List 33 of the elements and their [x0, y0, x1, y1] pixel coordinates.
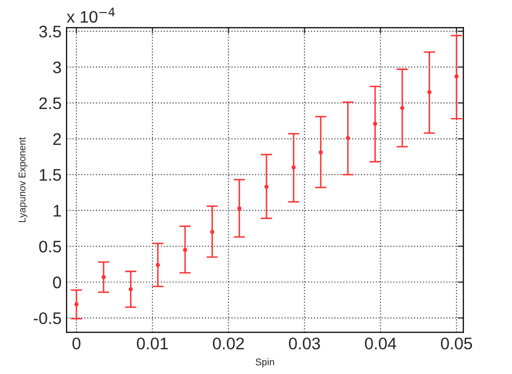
y-tick-label: 0: [53, 276, 62, 288]
y-axis-title: Lyapunov Exponent: [18, 137, 28, 222]
point: [264, 184, 269, 189]
point: [156, 262, 160, 268]
y-tick-label: 2: [53, 133, 61, 145]
x-tick-label: 0.03: [288, 338, 320, 350]
y-tick-label: 1.5: [40, 169, 61, 181]
y-tick-label: 0.5: [39, 240, 61, 252]
point: [427, 90, 432, 94]
x-tick-label: 0.02: [212, 338, 244, 350]
x-tick-label: 0.01: [136, 338, 168, 350]
point: [454, 74, 459, 78]
y-tick-label: 3.5: [39, 26, 61, 38]
point: [400, 106, 404, 110]
y-tick-label: 3: [53, 62, 61, 74]
point: [373, 122, 378, 126]
point: [346, 136, 350, 140]
point: [318, 150, 323, 154]
point: [101, 275, 106, 280]
point: [237, 206, 242, 210]
x-tick-label: 0.04: [364, 338, 396, 350]
y-tick-label: -0.5: [34, 312, 62, 324]
x-tick-label: 0: [72, 338, 80, 350]
y-tick-label: 1: [54, 205, 61, 216]
point: [182, 248, 188, 252]
x-tick-label: 0.05: [440, 338, 472, 350]
point: [210, 230, 214, 234]
text: x 10$^{−4}$: [66, 8, 115, 23]
y-tick-label: 2.5: [39, 97, 61, 110]
point: [292, 165, 296, 170]
x-axis-title: Spin: [256, 358, 274, 368]
point: [74, 302, 79, 306]
point: [128, 287, 133, 292]
